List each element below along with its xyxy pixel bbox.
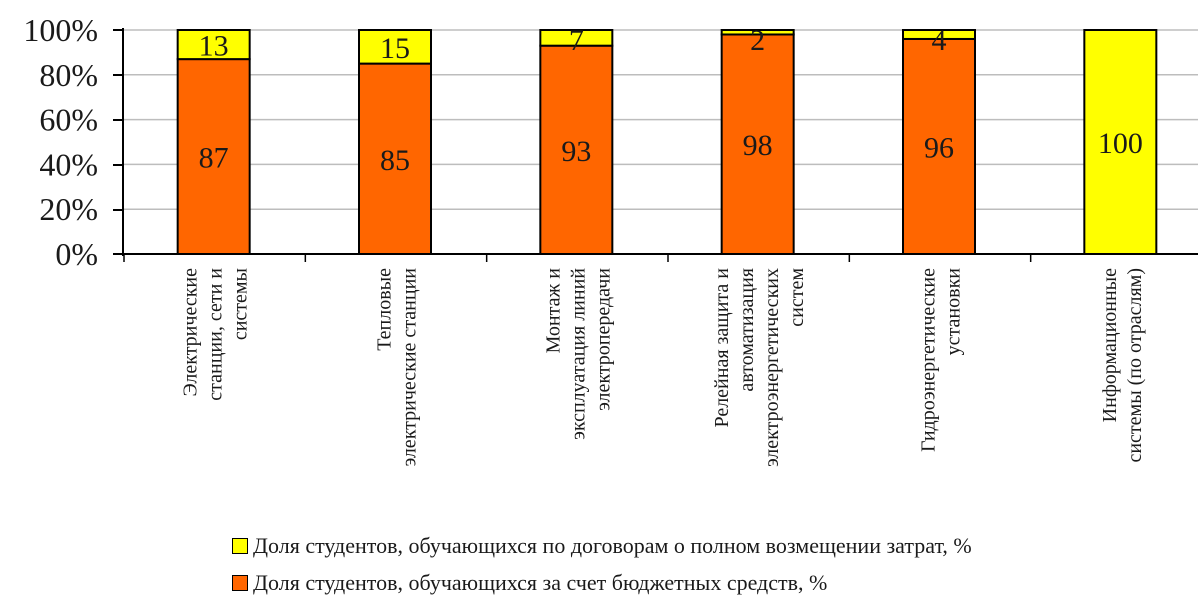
data-label-budget: 93: [561, 135, 591, 168]
data-label-paid: 2: [750, 24, 765, 57]
x-category-label: Электрические: [180, 268, 202, 397]
data-label-paid: 13: [199, 30, 229, 63]
bar-paid: [902, 29, 976, 40]
bar-paid: [720, 29, 795, 36]
gridlines: [123, 29, 1198, 210]
data-label-budget: 87: [199, 142, 229, 175]
x-category-label: Тепловые: [374, 268, 396, 351]
x-category-label: электрические станции: [399, 268, 421, 467]
bars: [176, 29, 1158, 256]
data-labels: 87 13 85 15 93 7 98 2 96 4 100: [199, 24, 1143, 177]
data-label-paid: 100: [1098, 127, 1143, 160]
y-tick-label: 100%: [23, 12, 98, 48]
bar-paid: [358, 29, 432, 65]
y-tick-label: 60%: [39, 102, 98, 138]
data-label-paid: 7: [569, 24, 584, 57]
legend-swatch-paid: [232, 538, 248, 554]
y-tick-labels: 0% 20% 40% 60% 80% 100%: [23, 12, 98, 272]
bar-budget: [176, 58, 251, 256]
bar-paid: [176, 29, 251, 61]
x-category-label: Информационные: [1099, 268, 1121, 422]
x-category-label: эксплуатация линий: [567, 268, 589, 440]
x-category-label: станции, сети и: [205, 268, 227, 401]
legend-item-budget: Доля студентов, обучающихся за счет бюдж…: [232, 570, 827, 596]
y-tick-label: 20%: [39, 191, 98, 227]
axes: [113, 28, 1198, 262]
data-label-budget: 96: [924, 131, 954, 164]
y-tick-label: 0%: [55, 236, 98, 272]
x-category-label: электропередачи: [592, 268, 614, 411]
x-category-labels: Электрические станции, сети и системы Тепло…: [180, 268, 1146, 467]
bar-paid: [539, 29, 614, 47]
legend-label-paid: Доля студентов, обучающихся по договорам…: [253, 533, 972, 558]
y-tick-label: 80%: [39, 57, 98, 93]
y-tick-label: 40%: [39, 146, 98, 182]
legend-swatch-budget: [232, 575, 248, 591]
data-label-paid: 15: [380, 32, 410, 65]
x-category-label: Монтаж и: [542, 268, 564, 354]
x-category-label: электроэнергетических: [761, 268, 783, 467]
x-category-label: Гидроэнергетические: [918, 268, 940, 452]
x-category-label: системы (по отраслям): [1124, 268, 1146, 463]
data-label-paid: 4: [932, 24, 947, 57]
x-category-label: систем: [786, 268, 808, 327]
x-category-label: автоматизация: [736, 268, 758, 392]
data-label-budget: 98: [743, 129, 773, 162]
data-label-budget: 85: [380, 144, 410, 177]
x-category-label: установки: [943, 268, 965, 356]
legend-label-budget: Доля студентов, обучающихся за счет бюдж…: [253, 570, 828, 595]
x-category-label: системы: [230, 268, 252, 340]
x-category-label: Релейная защита и: [711, 268, 733, 428]
bar-budget: [902, 37, 976, 255]
legend-item-paid: Доля студентов, обучающихся по договорам…: [232, 533, 972, 559]
